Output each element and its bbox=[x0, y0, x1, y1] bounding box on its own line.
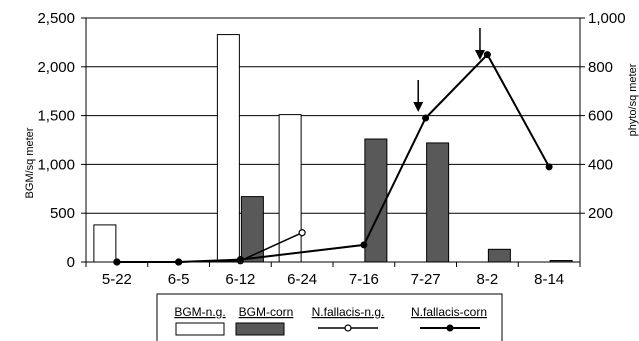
y2-tick-label: 800 bbox=[588, 59, 613, 76]
legend: BGM-n.g. BGM-corn N.fallacis-n.g. N.fall… bbox=[156, 293, 503, 341]
y-tick-label: 500 bbox=[50, 205, 75, 222]
line-nf-corn bbox=[116, 52, 550, 263]
legend-label-bgm-ng: BGM-n.g. bbox=[174, 305, 225, 319]
point-nf-corn bbox=[483, 51, 491, 59]
bar-bgm-ng bbox=[278, 114, 302, 263]
legend-swatch-bgm-ng bbox=[175, 322, 225, 336]
y-tick-label: 0 bbox=[67, 254, 75, 271]
bar-bgm-corn bbox=[364, 138, 388, 263]
y-tick-label: 1,000 bbox=[37, 156, 75, 173]
axes bbox=[81, 17, 585, 267]
down-arrow-icon bbox=[474, 50, 485, 60]
y-tick-label: 1,500 bbox=[37, 108, 75, 125]
y2-tick-label: 600 bbox=[588, 108, 613, 125]
legend-marker-nf-corn bbox=[446, 324, 454, 332]
y-tick-label: 2,000 bbox=[37, 59, 75, 76]
bar-bgm-ng bbox=[93, 224, 117, 263]
x-tick-label: 8-2 bbox=[477, 271, 499, 288]
x-tick-label: 6-5 bbox=[168, 271, 190, 288]
y-axis-label: BGM/sq meter bbox=[24, 127, 36, 198]
x-tick-label: 7-16 bbox=[349, 271, 379, 288]
gridlines bbox=[86, 17, 580, 214]
tick-labels: 0 500 1,000 1,500 2,000 2,500 200 400 600 800 1,00… bbox=[37, 10, 625, 288]
legend-swatch-bgm-corn bbox=[235, 322, 285, 336]
x-tick-label: 6-12 bbox=[225, 271, 255, 288]
y2-tick-label: 400 bbox=[588, 156, 613, 173]
legend-marker-nf-ng bbox=[344, 324, 352, 332]
point-nf-corn bbox=[422, 114, 430, 122]
y-tick-label: 2,500 bbox=[37, 10, 75, 27]
line-nf-ng bbox=[116, 232, 303, 263]
point-nf-corn bbox=[360, 241, 368, 249]
y2-tick-label: 200 bbox=[588, 205, 613, 222]
bar-bgm-ng bbox=[216, 34, 240, 263]
legend-label-bgm-corn: BGM-corn bbox=[239, 305, 294, 319]
x-tick-label: 7-27 bbox=[411, 271, 441, 288]
bars bbox=[93, 34, 573, 263]
point-nf-corn bbox=[545, 163, 553, 171]
point-nf-ng bbox=[298, 229, 306, 237]
point-nf-corn bbox=[236, 256, 244, 264]
lines bbox=[113, 51, 553, 266]
x-tick-label: 5-22 bbox=[102, 271, 132, 288]
legend-label-nf-ng: N.fallacis-n.g. bbox=[312, 305, 385, 319]
bar-bgm-corn bbox=[426, 142, 450, 263]
y2-axis-label: phyto/sq meter bbox=[627, 63, 639, 136]
y2-tick-label: 1,000 bbox=[588, 10, 626, 27]
bar-bgm-corn bbox=[487, 248, 511, 263]
x-tick-label: 8-14 bbox=[534, 271, 564, 288]
annotations bbox=[413, 28, 485, 112]
legend-label-nf-corn: N.fallacis-corn bbox=[411, 305, 487, 319]
x-tick-label: 6-24 bbox=[287, 271, 317, 288]
down-arrow-icon bbox=[413, 102, 424, 112]
